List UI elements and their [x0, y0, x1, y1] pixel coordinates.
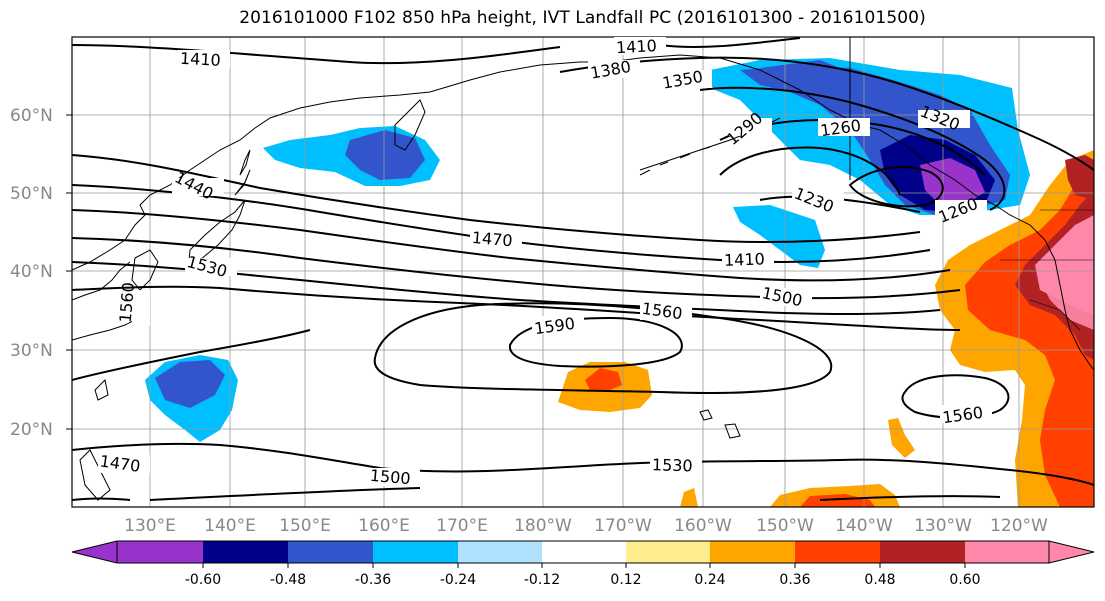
colorbar-left-extension: [71, 540, 118, 564]
colorbar-tick-label: 0.48: [864, 572, 895, 588]
colorbar-tick-label: -0.24: [440, 572, 476, 588]
axis-ticks: [66, 114, 72, 430]
lat-label: 30°N: [10, 341, 53, 361]
lon-label: 150°W: [756, 516, 814, 536]
lon-label: 120°W: [990, 516, 1048, 536]
lon-label: 170°W: [594, 516, 652, 536]
colorbar-swatch: [710, 541, 795, 563]
lon-label: 130°E: [124, 516, 176, 536]
colorbar-swatch: [795, 541, 880, 563]
lat-label: 20°N: [10, 420, 53, 440]
lon-label: 140°E: [204, 516, 256, 536]
lon-label: 180°W: [514, 516, 572, 536]
ivt-fill-layer: [145, 58, 1094, 507]
contour-label: 1500: [369, 466, 411, 488]
colorbar-tick-label: 0.60: [949, 572, 980, 588]
negative-anomaly-central-pacific: [733, 205, 825, 268]
lon-label: 170°E: [436, 516, 488, 536]
colorbar-swatch: [965, 541, 1049, 563]
latitude-labels: 60°N 50°N 40°N 30°N 20°N: [10, 106, 53, 440]
lon-label: 160°W: [674, 516, 732, 536]
colorbar-tick-label: -0.60: [185, 572, 221, 588]
colorbar-tick-label: -0.36: [355, 572, 391, 588]
lon-label: 130°W: [914, 516, 972, 536]
lat-label: 60°N: [10, 106, 53, 126]
contour-label: 1410: [180, 49, 222, 70]
colorbar-swatch: [880, 541, 965, 563]
colorbar-tick-label: 0.12: [610, 572, 641, 588]
lon-label: 140°W: [835, 516, 893, 536]
lat-label: 50°N: [10, 184, 53, 204]
colorbar-swatch: [117, 541, 203, 563]
colorbar-swatch: [626, 541, 710, 563]
colorbar-swatch: [542, 541, 626, 563]
colorbar-tick-label: 0.24: [694, 572, 725, 588]
contour-labels: 1410 1410 1380 1350 1290 1260 1320 1440 …: [98, 36, 992, 488]
height-contours: [72, 37, 1094, 501]
map-title: 2016101000 F102 850 hPa height, IVT Land…: [239, 8, 926, 28]
contour-label: 1410: [616, 36, 658, 57]
colorbar-tick-label: -0.12: [524, 572, 560, 588]
map-border: [71, 36, 1095, 508]
contour-label: 1470: [471, 228, 513, 250]
lon-label: 160°E: [358, 516, 410, 536]
colorbar-tick-label: -0.48: [270, 572, 306, 588]
colorbar-swatch: [288, 541, 373, 563]
contour-label: 1410: [724, 249, 765, 269]
contour-label: 1530: [652, 455, 693, 475]
contour-label: 1560: [116, 281, 138, 323]
colorbar-swatch: [458, 541, 542, 563]
graticule: [72, 37, 1094, 507]
colorbar: -0.60 -0.48 -0.36 -0.24 -0.12 0.12 0.24 …: [71, 540, 1095, 588]
colorbar-swatch: [373, 541, 458, 563]
longitude-labels: 130°E 140°E 150°E 160°E 170°E 180°W 170°…: [124, 516, 1048, 536]
colorbar-right-extension: [1048, 540, 1095, 564]
colorbar-tick-label: 0.36: [779, 572, 810, 588]
lon-label: 150°E: [279, 516, 331, 536]
colorbar-swatch: [203, 541, 288, 563]
lat-label: 40°N: [10, 262, 53, 282]
